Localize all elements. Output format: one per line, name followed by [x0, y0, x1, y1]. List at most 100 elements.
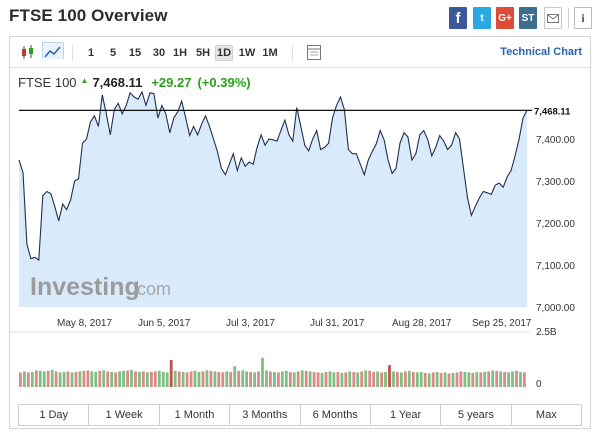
interval-button-5h[interactable]: 5H — [195, 47, 211, 59]
range-button-6-months[interactable]: 6 Months — [301, 405, 371, 425]
range-button-1-year[interactable]: 1 Year — [371, 405, 442, 425]
volume-bar — [400, 372, 403, 387]
volume-bar — [304, 370, 308, 387]
volume-bar — [431, 372, 435, 387]
candlestick-icon[interactable] — [20, 44, 36, 61]
volume-bar — [23, 371, 26, 387]
range-button-5-years[interactable]: 5 years — [441, 405, 512, 425]
range-button-1-week[interactable]: 1 Week — [89, 405, 160, 425]
volume-bar — [312, 372, 316, 387]
envelope-icon[interactable] — [544, 7, 562, 29]
stocktwits-share-icon[interactable]: ST — [519, 7, 537, 29]
last-price-label: 7,468.11 — [534, 106, 571, 117]
volume-bar — [50, 369, 54, 387]
toolbar-divider — [72, 45, 73, 61]
volume-bar — [523, 372, 526, 387]
volume-bar — [185, 372, 189, 387]
chart-widget: 1 5 15 30 1H 5H 1D 1W 1M Technical Chart FTSE 10… — [9, 36, 591, 429]
y-tick-label: 7,200.00 — [536, 219, 575, 230]
volume-bar — [142, 371, 145, 387]
interval-button-1h[interactable]: 1H — [172, 47, 188, 59]
volume-bar — [288, 372, 292, 387]
volume-bar — [392, 371, 395, 387]
volume-bar — [177, 371, 181, 387]
interval-button-1m[interactable]: 1M — [262, 47, 278, 59]
area-chart-icon[interactable] — [42, 42, 64, 59]
x-tick-label: Jul 3, 2017 — [226, 318, 275, 329]
interval-button-1w[interactable]: 1W — [238, 47, 256, 59]
volume-bar — [34, 370, 38, 387]
volume-bar — [221, 372, 225, 387]
volume-bar — [201, 371, 205, 387]
time-range-selector: 1 Day 1 Week 1 Month 3 Months 6 Months 1 Year… — [18, 404, 582, 426]
volume-bar — [106, 371, 110, 387]
range-button-1-month[interactable]: 1 Month — [160, 405, 231, 425]
interval-button-30[interactable]: 30 — [152, 47, 166, 59]
volume-bar — [423, 372, 427, 387]
price-change: +29.27 — [151, 74, 192, 90]
volume-bar — [324, 372, 328, 387]
interval-button-15[interactable]: 15 — [128, 47, 142, 59]
volume-bar — [495, 370, 499, 387]
volume-bar — [181, 372, 185, 387]
volume-bar — [114, 372, 118, 387]
range-button-max[interactable]: Max — [535, 409, 557, 421]
interval-button-5[interactable]: 5 — [109, 47, 117, 59]
volume-bar — [237, 370, 241, 387]
range-button-1-day[interactable]: 1 Day — [19, 405, 90, 425]
volume-bar — [296, 371, 300, 387]
volume-bar — [280, 371, 284, 387]
x-tick-label: Jun 5, 2017 — [138, 318, 191, 329]
volume-bar — [380, 372, 383, 387]
volume-bar — [451, 372, 455, 387]
y-tick-label: 7,300.00 — [536, 177, 575, 188]
volume-max-label: 2.5B — [536, 327, 557, 338]
volume-bar — [173, 370, 177, 387]
table-icon[interactable] — [306, 44, 322, 61]
volume-bar — [58, 372, 62, 387]
volume-bar — [233, 366, 237, 387]
volume-bar — [225, 371, 229, 387]
volume-bar — [46, 370, 50, 387]
volume-bar — [388, 365, 391, 387]
last-price: 7,468.11 — [92, 74, 143, 90]
x-tick-label: May 8, 2017 — [57, 318, 112, 329]
volume-bar — [320, 372, 324, 387]
info-icon[interactable]: i — [574, 7, 592, 29]
volume-bar — [161, 372, 165, 387]
volume-bar — [515, 370, 518, 387]
volume-bar — [126, 370, 129, 387]
volume-bar — [352, 372, 356, 387]
volume-bar — [245, 371, 248, 387]
volume-bar — [511, 371, 514, 387]
volume-bar — [356, 372, 360, 387]
volume-bar — [118, 371, 121, 387]
volume-bar — [241, 370, 245, 387]
volume-bar — [42, 371, 46, 387]
twitter-share-icon[interactable]: t — [473, 7, 491, 29]
up-arrow-icon: ▲ — [80, 75, 89, 85]
volume-bar — [62, 372, 66, 387]
volume-bar — [70, 372, 74, 387]
volume-bar — [471, 372, 475, 387]
volume-bar — [519, 372, 522, 387]
volume-bar — [407, 370, 411, 387]
volume-bar — [284, 370, 288, 387]
volume-bar — [443, 372, 447, 387]
interval-button-1[interactable]: 1 — [87, 47, 95, 59]
volume-bar — [364, 370, 368, 387]
volume-bar — [130, 369, 133, 387]
last-price-tag — [532, 103, 574, 118]
volume-bar — [74, 372, 78, 387]
price-chart[interactable]: Investing.com 7,468.11 7,000.00 7,100.00 7,2… — [10, 37, 590, 402]
quote-line: FTSE 100 ▲ 7,468.11 +29.27 (+0.39%) — [18, 74, 251, 90]
volume-bar — [157, 370, 161, 387]
volume-bar — [265, 370, 268, 387]
range-button-3-months[interactable]: 3 Months — [230, 405, 301, 425]
interval-button-1d[interactable]: 1D — [215, 45, 233, 61]
volume-bar — [134, 371, 137, 387]
facebook-share-icon[interactable]: f — [449, 7, 467, 29]
volume-bar — [150, 372, 153, 387]
technical-chart-link[interactable]: Technical Chart — [500, 46, 582, 58]
googleplus-share-icon[interactable]: G+ — [496, 7, 514, 29]
